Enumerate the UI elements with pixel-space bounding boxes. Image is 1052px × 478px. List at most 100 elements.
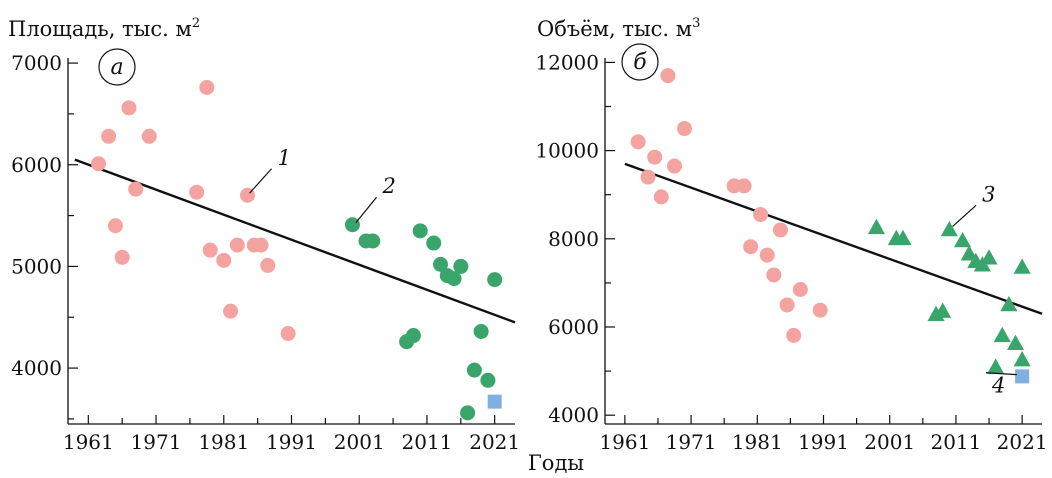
chart-panel-area: Площадь, тыс. м2 а 4000 5000 6000 7000 1961 1… xyxy=(8,16,520,454)
panel-label-b-badge: б xyxy=(621,43,659,81)
data-point-a xyxy=(344,217,360,233)
data-point-triangle-b xyxy=(940,220,958,237)
chart-panel-volume: Объём, тыс. м3 б 4000 6000 8000 10000 12000 1… xyxy=(535,16,1047,454)
data-point-triangle-b xyxy=(1006,334,1025,351)
data-point-a xyxy=(189,184,205,200)
annotation-label-b: 4 xyxy=(991,374,1005,398)
x-tick-label-a: 2011 xyxy=(402,430,453,454)
y-axis-title-area: Площадь, тыс. м2 xyxy=(8,16,200,41)
data-point-a xyxy=(202,242,218,258)
data-point-a xyxy=(199,79,215,95)
annotation-leader-a xyxy=(355,196,378,224)
data-point-a xyxy=(426,235,442,251)
trend-line-b xyxy=(624,162,1043,315)
data-point-triangle-b xyxy=(987,358,1005,374)
x-tick-label-a: 2001 xyxy=(334,430,385,454)
panel-b-axes xyxy=(604,58,1042,425)
panel-label-a-badge: а xyxy=(98,48,136,86)
panel-b-points xyxy=(630,68,1031,384)
data-point-b xyxy=(779,297,795,313)
data-point-triangle-b xyxy=(934,302,952,318)
annotation-label-a: 2 xyxy=(382,174,396,198)
data-point-a xyxy=(405,328,421,344)
data-point-b xyxy=(736,178,752,194)
panel-b-trend xyxy=(624,162,1043,315)
y-axis-title-volume-superscript: 3 xyxy=(692,16,700,31)
x-tick-label-a: 2021 xyxy=(469,430,520,454)
x-tick-label-b: 1961 xyxy=(599,430,650,454)
data-point-b xyxy=(759,247,775,263)
data-point-a xyxy=(487,272,503,288)
y-tick-label-a: 6000 xyxy=(11,153,62,177)
data-point-b xyxy=(786,327,802,343)
data-point-triangle-b xyxy=(993,326,1011,343)
panel-label-a-circle xyxy=(98,48,136,86)
annotation-leader-b xyxy=(985,372,1017,376)
data-point-a xyxy=(229,237,245,253)
y-tick-label-b: 4000 xyxy=(548,403,599,427)
y-axis-title-area-superscript: 2 xyxy=(192,16,200,31)
annotation-label-a: 1 xyxy=(278,146,291,170)
data-point-a xyxy=(260,257,276,273)
data-point-triangle-b xyxy=(894,229,912,246)
panel-b-ticks: 4000 6000 8000 10000 12000 1961 1971 1981 1991 20… xyxy=(535,50,1047,454)
panel-a-trend xyxy=(74,158,516,324)
data-point-b xyxy=(653,189,669,205)
x-tick-label-b: 1991 xyxy=(798,430,849,454)
x-tick-label-a: 1961 xyxy=(63,430,114,454)
data-point-b xyxy=(660,68,676,84)
data-point-a xyxy=(223,303,239,319)
data-point-square-b xyxy=(1015,369,1030,384)
data-point-square-a xyxy=(487,394,502,409)
data-point-b xyxy=(667,158,683,174)
data-point-a xyxy=(473,323,489,339)
data-point-b xyxy=(630,134,646,150)
data-point-a xyxy=(128,181,144,197)
x-tick-label-a: 1971 xyxy=(131,430,182,454)
data-point-triangle-b xyxy=(1013,351,1031,367)
y-tick-label-b: 8000 xyxy=(548,227,599,251)
annotation-leader-a xyxy=(249,168,273,194)
data-point-a xyxy=(433,256,448,272)
x-axis-title: Годы xyxy=(528,451,584,475)
data-point-a xyxy=(446,271,462,287)
x-tick-label-b: 2011 xyxy=(930,430,981,454)
panel-a-annotations: 12 xyxy=(249,146,396,224)
data-point-b xyxy=(676,121,692,137)
data-point-triangle-b xyxy=(1013,258,1031,274)
data-point-a xyxy=(90,156,106,172)
x-tick-label-a: 1981 xyxy=(198,430,249,454)
y-axis-title-volume: Объём, тыс. м3 xyxy=(537,16,700,41)
x-tick-label-b: 2021 xyxy=(997,430,1048,454)
panel-label-a: а xyxy=(110,55,123,80)
panel-label-b: б xyxy=(633,50,647,75)
trend-line-a xyxy=(74,158,516,324)
data-point-b xyxy=(772,222,788,238)
data-point-a xyxy=(280,326,296,342)
data-point-b xyxy=(743,239,759,255)
y-tick-label-b: 10000 xyxy=(535,139,599,163)
annotation-label-b: 3 xyxy=(982,182,995,206)
y-tick-label-b: 12000 xyxy=(535,50,599,74)
data-point-triangle-b xyxy=(1000,295,1018,312)
data-point-a xyxy=(121,100,137,116)
data-point-triangle-b xyxy=(953,232,972,248)
data-point-a xyxy=(453,258,469,274)
data-point-a xyxy=(480,372,496,388)
x-tick-label-b: 1971 xyxy=(666,430,717,454)
y-tick-label-a: 7000 xyxy=(11,51,62,75)
data-point-triangle-b xyxy=(960,245,978,261)
panel-label-b-circle xyxy=(621,43,659,81)
panel-a-points xyxy=(90,79,503,421)
data-point-a xyxy=(365,233,381,249)
data-point-b xyxy=(753,207,769,223)
data-point-b xyxy=(792,282,808,298)
data-point-a xyxy=(101,128,117,144)
x-tick-label-b: 2001 xyxy=(864,430,915,454)
y-tick-label-b: 6000 xyxy=(548,315,599,339)
data-point-a xyxy=(107,218,123,234)
data-point-a xyxy=(141,128,157,144)
data-point-b xyxy=(766,267,782,283)
data-point-a xyxy=(114,249,130,265)
